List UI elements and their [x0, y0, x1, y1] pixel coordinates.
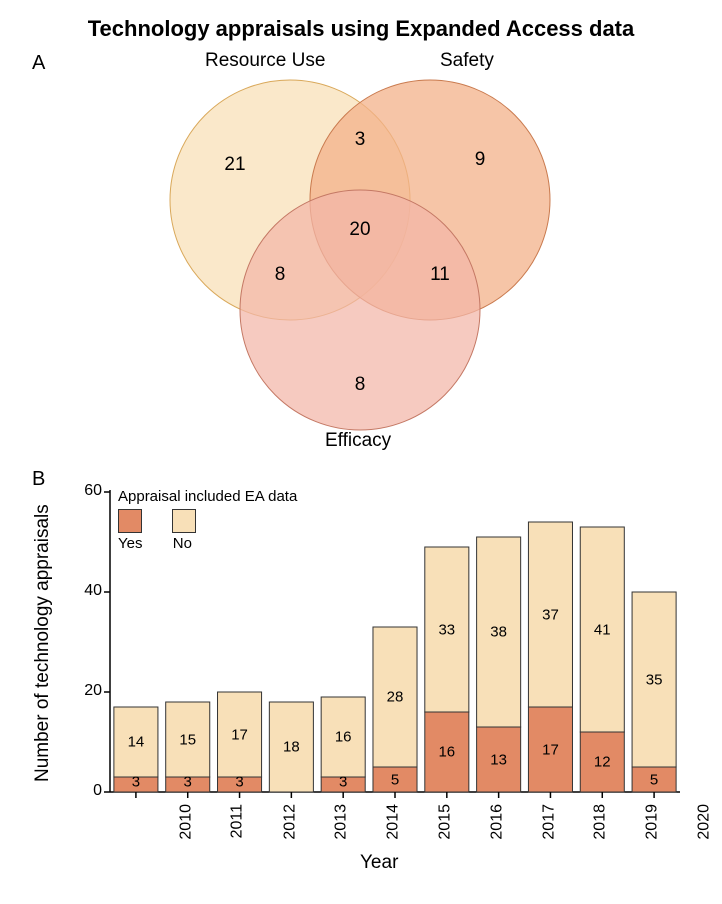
- bar-value-no: 14: [128, 734, 145, 751]
- xtick-label: 2011: [228, 804, 246, 838]
- legend-swatch-no: [172, 509, 196, 533]
- panel-b-label: B: [32, 468, 45, 491]
- bar-value-yes: 3: [132, 774, 140, 791]
- xtick-label: 2012: [281, 804, 299, 840]
- bar-value-no: 15: [179, 731, 196, 748]
- legend-label-no: No: [170, 535, 194, 552]
- figure-root: Technology appraisals using Expanded Acc…: [0, 0, 722, 904]
- y-axis-label: Number of technology appraisals: [32, 504, 54, 782]
- panel-a-label: A: [32, 52, 45, 75]
- bar-value-yes: 3: [235, 774, 243, 791]
- venn-label-safety: Safety: [440, 50, 494, 72]
- bar-value-no: 35: [646, 671, 663, 688]
- ytick-label: 40: [76, 582, 102, 600]
- bar-value-no: 28: [387, 689, 404, 706]
- xtick-label: 2014: [385, 804, 403, 840]
- venn-val-all: 20: [349, 219, 370, 241]
- x-axis-label: Year: [360, 852, 398, 874]
- xtick-label: 2016: [488, 804, 506, 840]
- legend-title: Appraisal included EA data: [118, 488, 297, 505]
- bar-value-yes: 12: [594, 754, 611, 771]
- bar-value-no: 33: [438, 621, 455, 638]
- xtick-label: 2010: [178, 804, 196, 840]
- ytick-label: 20: [76, 682, 102, 700]
- legend-box: Appraisal included EA data Yes No: [118, 488, 297, 552]
- xtick-label: 2020: [696, 804, 714, 840]
- venn-val-saf-eff: 11: [430, 264, 450, 286]
- venn-val-efficacy-only: 8: [355, 374, 366, 396]
- ytick-label: 0: [76, 782, 102, 800]
- bar-value-no: 16: [335, 729, 352, 746]
- bar-value-yes: 13: [490, 751, 507, 768]
- venn-label-efficacy: Efficacy: [325, 430, 391, 452]
- bar-value-yes: 3: [184, 774, 192, 791]
- legend-label-yes: Yes: [118, 535, 142, 552]
- bar-value-no: 18: [283, 739, 300, 756]
- xtick-label: 2018: [592, 804, 610, 840]
- venn-label-resource: Resource Use: [205, 50, 325, 72]
- bar-value-no: 38: [490, 624, 507, 641]
- bar-value-yes: 5: [391, 771, 399, 788]
- xtick-label: 2017: [540, 804, 558, 840]
- ytick-label: 60: [76, 482, 102, 500]
- xtick-label: 2015: [437, 804, 455, 840]
- bar-value-no: 41: [594, 621, 611, 638]
- venn-val-res-saf: 3: [355, 129, 366, 151]
- bar-value-yes: 5: [650, 771, 658, 788]
- bar-value-no: 17: [231, 726, 248, 743]
- legend-swatch-yes: [118, 509, 142, 533]
- venn-diagram: Resource Use Safety Efficacy 21 9 8 3 8 …: [120, 50, 600, 450]
- bar-value-yes: 3: [339, 774, 347, 791]
- xtick-label: 2019: [644, 804, 662, 840]
- xtick-label: 2013: [333, 804, 351, 840]
- venn-val-res-eff: 8: [275, 264, 286, 286]
- figure-title: Technology appraisals using Expanded Acc…: [0, 16, 722, 42]
- venn-val-resource-only: 21: [224, 154, 245, 176]
- bar-value-no: 37: [542, 606, 559, 623]
- bar-value-yes: 16: [438, 744, 455, 761]
- venn-val-safety-only: 9: [475, 149, 486, 171]
- bar-value-yes: 17: [542, 741, 559, 758]
- bar-chart: Number of technology appraisals Year App…: [70, 482, 690, 842]
